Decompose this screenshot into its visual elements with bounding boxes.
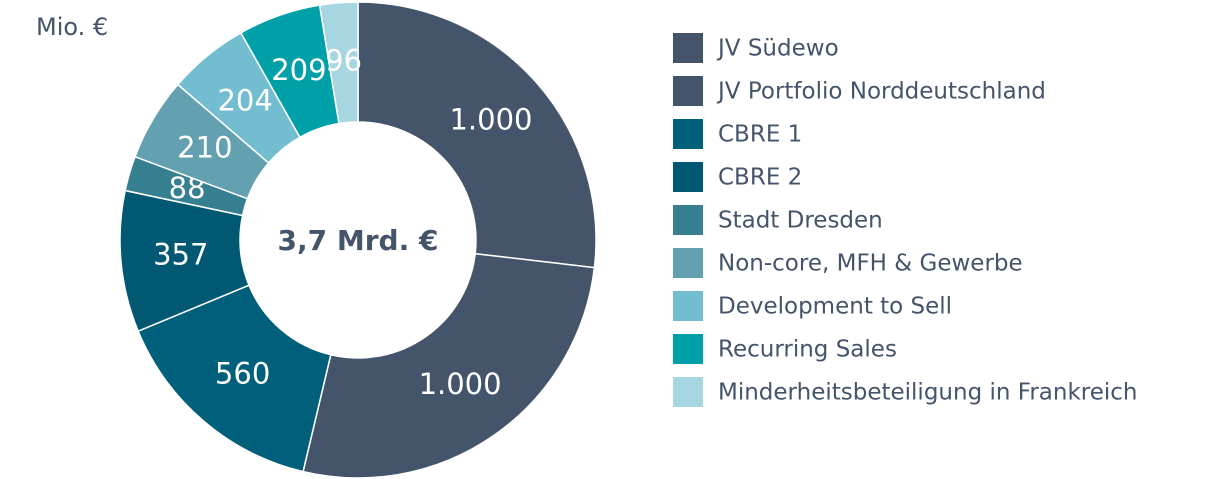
center-label: 3,7 Mrd. €	[278, 224, 439, 257]
legend-label: JV Portfolio Norddeutschland	[716, 79, 1046, 105]
value-label: 96	[325, 44, 362, 78]
value-label: 1.000	[419, 367, 502, 401]
unit-label: Mio. €	[36, 13, 108, 41]
legend-swatch	[673, 205, 703, 235]
value-label: 357	[153, 237, 208, 271]
pie-slice	[318, 1, 359, 125]
value-label: 560	[215, 357, 270, 391]
legend-label: JV Südewo	[716, 36, 839, 62]
legend-label: CBRE 2	[718, 165, 802, 191]
legend-swatch	[673, 162, 703, 192]
legend-label: Development to Sell	[718, 294, 952, 320]
legend-swatch	[673, 76, 703, 106]
legend-label: Recurring Sales	[718, 337, 897, 363]
pie-slice	[137, 284, 332, 473]
legend-swatch	[673, 119, 703, 149]
pie-slice	[302, 252, 596, 479]
legend-swatch	[673, 33, 703, 63]
legend-swatch	[673, 248, 703, 278]
legend-swatch	[673, 334, 703, 364]
value-label: 209	[271, 53, 326, 87]
legend-label: CBRE 1	[718, 122, 802, 148]
legend-label: Stadt Dresden	[718, 208, 883, 234]
legend-swatch	[673, 291, 703, 321]
legend-swatch	[673, 377, 703, 407]
value-label: 210	[177, 130, 232, 164]
value-label: 1.000	[449, 103, 532, 137]
value-label: 204	[217, 83, 272, 117]
legend-label: Non-core, MFH & Gewerbe	[718, 251, 1023, 277]
legend-label: Minderheitsbeteiligung in Frankreich	[718, 380, 1137, 406]
pie-slice	[357, 1, 597, 269]
